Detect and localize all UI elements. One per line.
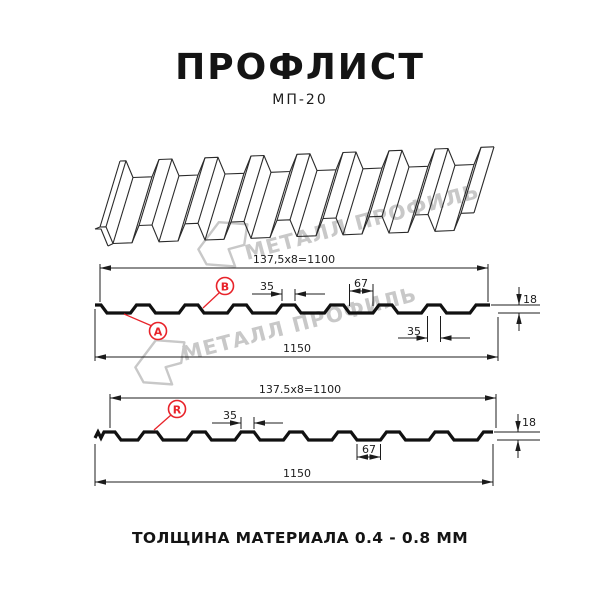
dim-pitch-total: 137,5x8=1100 bbox=[253, 253, 335, 266]
dim-rib-bottom: 35 bbox=[407, 325, 421, 338]
callout-r-label: R bbox=[173, 404, 182, 417]
callout-labels: A B bbox=[123, 276, 235, 341]
brand-logo-icon bbox=[197, 221, 249, 268]
profile-outline bbox=[93, 428, 493, 442]
page-title: ПРОФЛИСТ bbox=[175, 47, 425, 88]
dim-rib-top: 35 bbox=[260, 280, 274, 293]
callout-r-circle bbox=[167, 399, 187, 419]
dim-overall: 1150 bbox=[283, 467, 311, 480]
callout-labels: R bbox=[153, 399, 187, 431]
material-thickness-note: ТОЛЩИНА МАТЕРИАЛА 0.4 - 0.8 ММ bbox=[131, 529, 469, 547]
callout-b-label: B bbox=[221, 281, 229, 294]
watermark-middle: МЕТАЛЛ ПРОФИЛЬ bbox=[134, 282, 420, 386]
dimension-lines bbox=[94, 264, 540, 361]
dim-height: 18 bbox=[523, 293, 537, 306]
dim-valley: 67 bbox=[362, 443, 376, 456]
dimension-lines bbox=[94, 394, 540, 486]
callout-b-circle bbox=[215, 276, 235, 296]
dim-overall: 1150 bbox=[283, 342, 311, 355]
profile-outline bbox=[95, 303, 490, 315]
dimension-labels: 137.5x8=1100 35 18 67 1150 bbox=[223, 383, 536, 480]
callout-a-circle bbox=[148, 321, 168, 341]
dim-height: 18 bbox=[522, 416, 536, 429]
dim-pitch-total: 137.5x8=1100 bbox=[259, 383, 341, 396]
cross-section-a: 137,5x8=1100 35 67 18 35 1150 A B bbox=[94, 253, 540, 361]
dim-rib-top: 35 bbox=[223, 409, 237, 422]
dimension-labels: 137,5x8=1100 35 67 18 35 1150 bbox=[253, 253, 537, 355]
cross-section-r: 137.5x8=1100 35 18 67 1150 R bbox=[93, 383, 540, 486]
callout-a-label: A bbox=[154, 326, 163, 339]
brand-logo-icon bbox=[134, 339, 186, 386]
profile-model-subtitle: МП-20 bbox=[272, 92, 328, 108]
dim-valley: 67 bbox=[354, 277, 368, 290]
sheet-3d-view bbox=[94, 146, 495, 247]
